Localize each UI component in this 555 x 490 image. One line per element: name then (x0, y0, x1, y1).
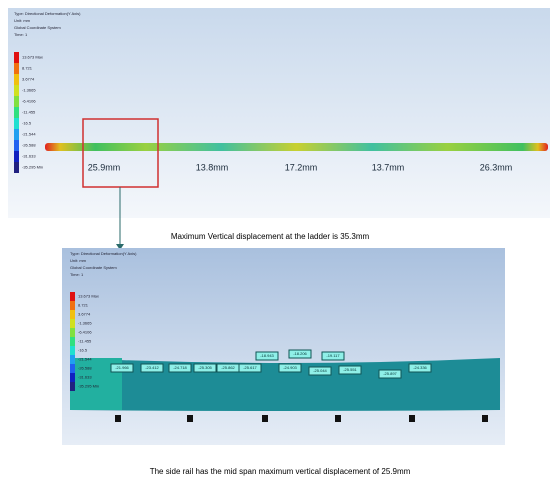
figure: Maximum Vertical displacement at the lad… (0, 0, 555, 490)
info-line: Time: 1 (14, 32, 28, 37)
probe-label: -25.897 (383, 371, 397, 376)
legend-label: -6.4106 (22, 99, 36, 104)
legend-label: 13.673 Max (78, 294, 99, 299)
caption: The side rail has the mid span maximum v… (150, 467, 411, 476)
legend-swatch (14, 162, 19, 173)
probe-label: -24.336 (413, 365, 427, 370)
legend-label: 3.6774 (22, 77, 35, 82)
info-line: Type: Directional Deformation(Y Axis) (14, 11, 81, 16)
legend-swatch (70, 382, 75, 391)
legend-label: -35.295 Min (78, 384, 99, 389)
probe-label: -24.903 (283, 365, 297, 370)
legend-swatch (14, 151, 19, 162)
probe-label: -18.943 (260, 353, 274, 358)
span-label: 17.2mm (285, 162, 318, 172)
legend-label: -6.4106 (78, 330, 92, 335)
beam (45, 143, 548, 151)
legend-label: 8.721 (22, 66, 33, 71)
legend-label: 8.721 (78, 303, 89, 308)
legend-swatch (14, 63, 19, 74)
probe-label: -23.412 (145, 365, 159, 370)
legend-label: -1.3665 (22, 88, 36, 93)
probe-label: -21.966 (115, 365, 129, 370)
span-label: 25.9mm (88, 162, 121, 172)
support (335, 415, 341, 422)
info-line: Global Coordinate System (70, 265, 117, 270)
legend-label: -21.544 (78, 357, 92, 362)
support (262, 415, 268, 422)
support (482, 415, 488, 422)
probe-label: -25.617 (243, 365, 257, 370)
span-label: 13.8mm (196, 162, 229, 172)
legend-swatch (14, 118, 19, 129)
info-line: Time: 1 (70, 272, 84, 277)
legend-swatch (14, 107, 19, 118)
legend-swatch (70, 301, 75, 310)
support (187, 415, 193, 422)
legend-swatch (70, 319, 75, 328)
legend-label: -26.588 (22, 143, 36, 148)
probe-label: -24.718 (173, 365, 187, 370)
legend-swatch (14, 96, 19, 107)
support (409, 415, 415, 422)
legend-swatch (14, 85, 19, 96)
legend-swatch (14, 74, 19, 85)
probe-label: -25.862 (221, 365, 235, 370)
legend-label: -31.633 (78, 375, 92, 380)
legend-swatch (70, 328, 75, 337)
legend-label: 13.673 Max (22, 55, 43, 60)
probe-label: -25.044 (313, 368, 327, 373)
support (115, 415, 121, 422)
legend-swatch (70, 292, 75, 301)
legend-swatch (14, 140, 19, 151)
info-line: Type: Directional Deformation(Y Axis) (70, 251, 137, 256)
legend-swatch (70, 364, 75, 373)
info-line: Global Coordinate System (14, 25, 61, 30)
probe-label: -25.305 (198, 365, 212, 370)
legend-swatch (14, 52, 19, 63)
span-label: 26.3mm (480, 162, 513, 172)
legend-swatch (70, 310, 75, 319)
info-line: Unit: mm (14, 18, 31, 23)
legend-swatch (70, 346, 75, 355)
legend-label: -11.455 (78, 339, 92, 344)
span-label: 13.7mm (372, 162, 405, 172)
legend-swatch (70, 337, 75, 346)
legend-swatch (70, 355, 75, 364)
legend-label: -31.633 (22, 154, 36, 159)
legend-label: -1.3665 (78, 321, 92, 326)
probe-label: -19.117 (326, 353, 340, 358)
legend-label: -26.588 (78, 366, 92, 371)
legend-label: 3.6774 (78, 312, 91, 317)
legend-swatch (70, 373, 75, 382)
probe-label: -18.206 (293, 351, 307, 356)
legend-label: -21.544 (22, 132, 36, 137)
bottom-panel (62, 248, 505, 445)
info-line: Unit: mm (70, 258, 87, 263)
legend-label: -11.455 (22, 110, 36, 115)
caption: Maximum Vertical displacement at the lad… (171, 232, 370, 241)
legend-swatch (14, 129, 19, 140)
legend-label: -16.5 (22, 121, 32, 126)
probe-label: -25.551 (343, 367, 357, 372)
legend-label: -16.5 (78, 348, 88, 353)
legend-label: -35.295 Min (22, 165, 43, 170)
